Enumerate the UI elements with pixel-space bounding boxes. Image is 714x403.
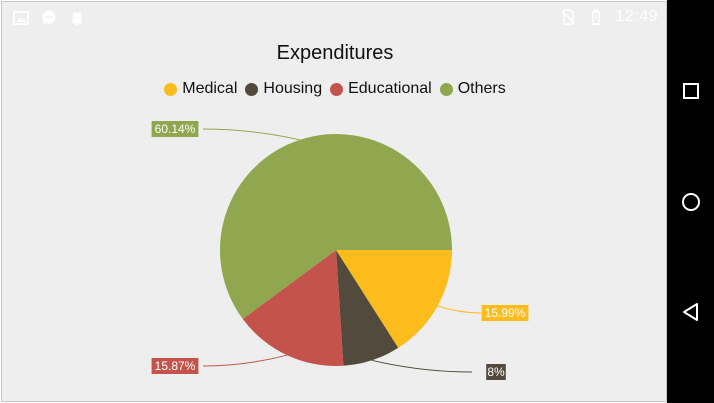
legend-item-housing[interactable]: Housing	[245, 80, 322, 98]
legend-swatch	[164, 82, 178, 96]
data-label-medical: 15.99%	[481, 305, 529, 321]
legend-label: Medical	[182, 80, 238, 97]
legend-label: Housing	[263, 80, 323, 97]
pie-plot: 15.99% 8% 15.87% 60.14%	[151, 121, 529, 380]
legend-item-educational[interactable]: Educational	[330, 80, 432, 98]
legend-swatch	[330, 82, 344, 96]
data-label-text: 15.87%	[155, 359, 196, 373]
label-connector-others	[202, 128, 300, 141]
label-connector-educational	[202, 354, 288, 367]
image-icon	[13, 11, 29, 25]
legend-swatch	[439, 82, 453, 96]
legend-label: Others	[457, 80, 506, 97]
status-clock: 12:49	[615, 8, 658, 25]
pie-slice-educational[interactable]	[242, 250, 344, 366]
data-label-box	[151, 121, 199, 137]
legend-label: Educational	[348, 80, 432, 97]
no-sim-icon	[561, 9, 575, 25]
data-label-others: 60.14%	[151, 121, 199, 137]
data-label-text: 15.99%	[485, 306, 526, 320]
legend-item-others[interactable]: Others	[439, 80, 506, 98]
chart-title: Expenditures	[276, 42, 394, 64]
chat-bubble-icon	[42, 10, 56, 25]
pie-slice-others[interactable]	[220, 134, 452, 320]
battery-icon	[592, 9, 601, 25]
android-icon	[72, 11, 82, 26]
app-screen: 12:49 Expenditures Medical Housing Educa…	[1, 1, 667, 402]
label-connector-housing	[371, 359, 473, 373]
data-label-housing: 8%	[486, 364, 506, 380]
data-label-text: 8%	[487, 365, 505, 379]
data-label-box	[481, 305, 529, 321]
legend-item-medical[interactable]: Medical	[164, 80, 237, 98]
pie-slice-medical[interactable]	[336, 250, 452, 348]
data-label-box	[486, 364, 506, 380]
data-label-text: 60.14%	[155, 122, 196, 136]
back-button[interactable]	[679, 300, 703, 324]
navigation-bar	[667, 0, 714, 403]
data-label-box	[151, 358, 199, 374]
home-button[interactable]	[679, 190, 703, 214]
recents-button[interactable]	[679, 79, 703, 103]
label-connector-medical	[437, 305, 482, 314]
legend-swatch	[245, 82, 259, 96]
chart-legend: Medical Housing Educational Others	[2, 80, 668, 98]
pie-chart: Expenditures Medical Housing Educational…	[2, 34, 668, 403]
data-label-educational: 15.87%	[151, 358, 199, 374]
pie-slice-housing[interactable]	[336, 250, 399, 366]
status-bar: 12:49	[2, 2, 668, 34]
